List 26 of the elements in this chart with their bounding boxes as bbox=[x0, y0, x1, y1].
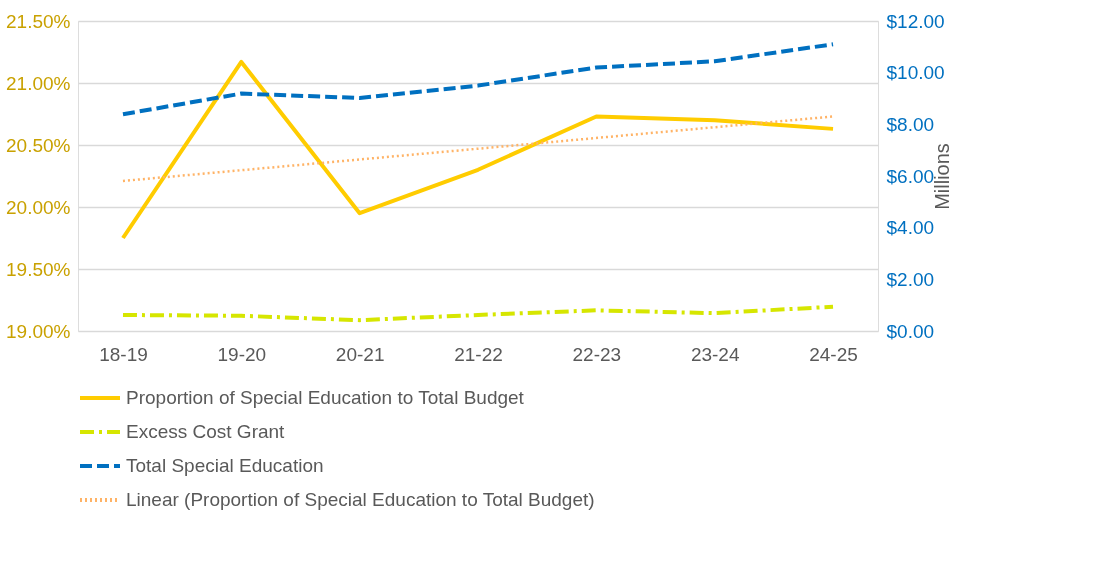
y-tick-label: 21.00% bbox=[6, 72, 71, 94]
y-tick-label: 19.50% bbox=[6, 258, 71, 280]
x-tick-label: 22-23 bbox=[572, 343, 622, 365]
y-tick-label: 21.50% bbox=[6, 10, 71, 32]
legend-label: Total Special Education bbox=[126, 455, 324, 476]
line-series bbox=[120, 304, 836, 323]
y2-tick-label: $0.00 bbox=[886, 320, 935, 342]
x-tick-label: 21-22 bbox=[454, 343, 503, 365]
x-tick-label: 18-19 bbox=[99, 343, 148, 365]
x-tick-label: 20-21 bbox=[335, 343, 385, 365]
x-tick-label: 23-24 bbox=[690, 343, 740, 365]
y2-tick-label: $8.00 bbox=[886, 113, 935, 135]
y2-tick-label: $2.00 bbox=[886, 268, 935, 290]
line-series bbox=[120, 42, 836, 117]
line-series bbox=[120, 59, 836, 240]
x-tick-label: 19-20 bbox=[217, 343, 267, 365]
y-tick-label: 20.00% bbox=[6, 196, 71, 218]
legend-label: Excess Cost Grant bbox=[126, 421, 286, 442]
legend-label: Linear (Proportion of Special Education to Total Budget) bbox=[126, 489, 595, 510]
x-tick-label: 24-25 bbox=[809, 343, 858, 365]
y2-tick-label: $10.00 bbox=[886, 62, 945, 84]
y2-tick-label: $4.00 bbox=[886, 217, 935, 239]
legend-label: Proportion of Special Education to Total Budget bbox=[126, 387, 525, 408]
y-tick-label: 19.00% bbox=[6, 320, 71, 342]
y2-tick-label: $12.00 bbox=[886, 10, 945, 32]
y-tick-label: 20.50% bbox=[6, 134, 71, 156]
